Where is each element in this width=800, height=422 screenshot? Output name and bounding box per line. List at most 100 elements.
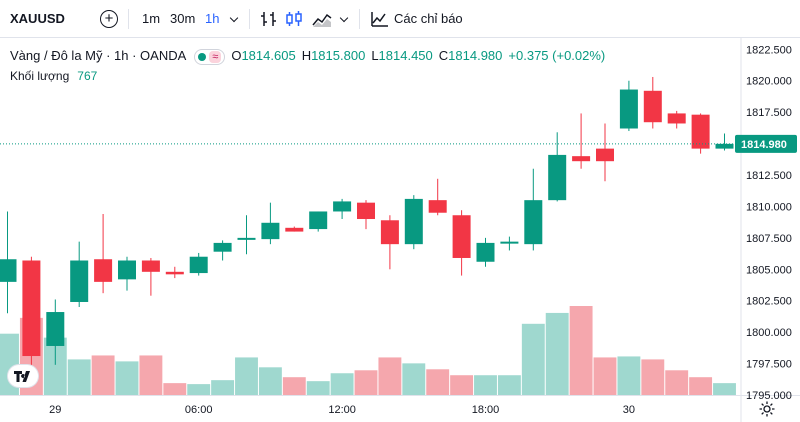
price-tick-label: 1800.000 <box>746 327 792 339</box>
price-chart[interactable]: 1822.5001820.0001817.5001815.0001812.500… <box>0 38 800 422</box>
volume-bar <box>258 367 282 395</box>
candle-body[interactable] <box>357 202 375 220</box>
price-tick-label: 1802.500 <box>746 296 792 308</box>
bar-style-icon[interactable] <box>259 10 279 28</box>
candle-body[interactable] <box>404 198 423 245</box>
time-tick-label: 12:00 <box>328 404 356 416</box>
candle-body[interactable] <box>261 222 280 240</box>
candle-body[interactable] <box>691 114 710 149</box>
volume-value: 767 <box>77 69 98 83</box>
volume-bar <box>474 375 497 395</box>
candle-body[interactable] <box>715 143 734 149</box>
indicators-icon[interactable] <box>370 10 390 28</box>
area-style-icon[interactable] <box>312 10 332 28</box>
interval-30m-button[interactable]: 30m <box>170 11 196 26</box>
price-tick-label: 1810.000 <box>746 201 792 213</box>
candle-body[interactable] <box>285 227 304 232</box>
candle-body[interactable] <box>165 271 184 275</box>
market-open-dot-icon <box>198 53 207 62</box>
volume-bar <box>115 361 139 395</box>
candle-body[interactable] <box>500 241 519 244</box>
price-tick-label: 1805.000 <box>746 264 792 276</box>
price-tick-label: 1820.000 <box>746 76 792 88</box>
legend-status-pill[interactable]: ≈ <box>194 48 226 65</box>
interval-chevron-down-icon[interactable] <box>229 13 239 23</box>
price-tick-label: 1817.500 <box>746 107 792 119</box>
legend-change: +0.375 (+0.02%) <box>508 48 606 63</box>
volume-bar <box>617 356 641 395</box>
candle-body[interactable] <box>572 156 591 162</box>
candle-style-icon[interactable] <box>284 10 304 28</box>
volume-bar <box>521 323 545 395</box>
volume-bar <box>139 355 163 395</box>
price-tick-label: 1797.500 <box>746 359 792 371</box>
volume-bar <box>593 357 617 395</box>
price-tick-label: 1807.500 <box>746 233 792 245</box>
volume-bar <box>43 337 67 395</box>
tradingview-logo[interactable] <box>8 365 38 387</box>
volume-bar <box>187 384 211 395</box>
volume-bar <box>497 375 521 395</box>
toolbar-divider <box>128 9 129 29</box>
volume-bar <box>163 383 187 395</box>
candle-body[interactable] <box>0 259 17 282</box>
volume-bar <box>569 306 593 395</box>
candle-body[interactable] <box>46 312 65 346</box>
candle-body[interactable] <box>476 242 495 262</box>
tradingview-logo-icon <box>14 371 30 382</box>
chart-style-chevron-down-icon[interactable] <box>339 13 349 23</box>
candle-body[interactable] <box>213 242 232 252</box>
delayed-data-icon: ≈ <box>209 51 222 64</box>
volume-legend: Khối lượng 767 <box>10 68 97 84</box>
time-tick-label: 06:00 <box>185 404 213 416</box>
toolbar-divider <box>359 9 360 29</box>
compare-add-icon[interactable]: + <box>100 10 118 28</box>
candle-body[interactable] <box>237 237 256 240</box>
legend-low: 1814.450 <box>378 48 433 63</box>
volume-bar <box>330 373 354 395</box>
candle-body[interactable] <box>70 260 89 302</box>
last-price-label: 1814.980 <box>741 139 787 151</box>
candle-body[interactable] <box>643 90 662 123</box>
interval-1m-button[interactable]: 1m <box>142 11 161 26</box>
candle-body[interactable] <box>141 260 160 272</box>
legend-close: 1814.980 <box>448 48 503 63</box>
toolbar-divider <box>249 9 250 29</box>
volume-bar <box>426 369 450 395</box>
candle-body[interactable] <box>452 215 471 258</box>
interval-1h-button[interactable]: 1h <box>205 11 220 26</box>
volume-label[interactable]: Khối lượng <box>10 69 70 83</box>
candle-body[interactable] <box>667 113 686 124</box>
candle-body[interactable] <box>118 260 136 280</box>
volume-bar <box>665 370 689 395</box>
price-tick-label: 1795.000 <box>746 390 792 402</box>
candle-body[interactable] <box>596 148 614 162</box>
volume-bar <box>545 312 569 395</box>
symbol-search-button[interactable]: XAUUSD <box>10 11 65 26</box>
volume-bar <box>378 357 402 395</box>
time-tick-label: 18:00 <box>472 404 500 416</box>
price-tick-label: 1812.500 <box>746 170 792 182</box>
volume-bar <box>641 359 665 395</box>
price-tick-label: 1822.500 <box>746 44 792 56</box>
candle-body[interactable] <box>333 201 352 212</box>
indicators-button[interactable]: Các chỉ báo <box>394 11 463 26</box>
candle-body[interactable] <box>619 89 638 129</box>
candle-body[interactable] <box>94 259 113 282</box>
candle-body[interactable] <box>22 260 41 357</box>
chart-settings-gear-icon[interactable] <box>758 400 776 418</box>
candle-body[interactable] <box>380 220 399 245</box>
candle-body[interactable] <box>189 256 208 274</box>
top-toolbar: XAUUSD + 1m 30m 1h Các chỉ báo <box>0 0 800 38</box>
candle-body[interactable] <box>524 200 543 245</box>
volume-bar <box>211 380 235 395</box>
legend-title[interactable]: Vàng / Đô la Mỹ · 1h · OANDA <box>10 48 187 63</box>
volume-bar <box>689 377 713 395</box>
candle-body[interactable] <box>548 154 567 201</box>
time-tick-label: 29 <box>49 404 61 416</box>
candle-body[interactable] <box>428 200 447 213</box>
candle-body[interactable] <box>309 211 328 230</box>
volume-bar <box>354 370 378 395</box>
time-tick-label: 30 <box>623 404 635 416</box>
last-price-badge <box>735 134 797 153</box>
